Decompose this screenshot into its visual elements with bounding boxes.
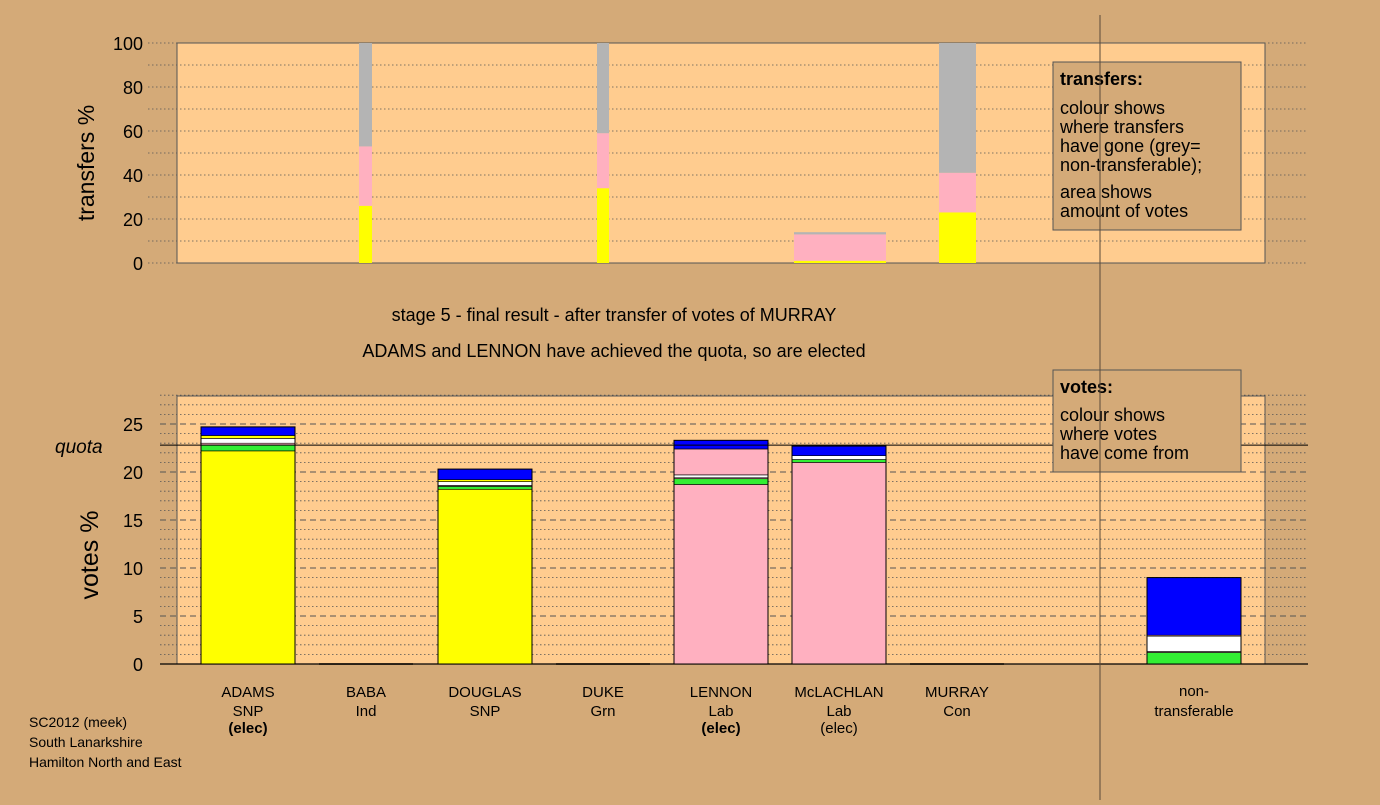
transfer-segment — [597, 43, 609, 134]
transfers-legend-box: transfers: colour shows where transfers … — [1052, 61, 1242, 231]
candidate-labels: ADAMS SNP (elec) BABA Ind DOUGLAS SNP DU… — [221, 683, 1233, 737]
footer-council: South Lanarkshire — [29, 734, 143, 750]
candidate-name-douglas: DOUGLAS — [448, 684, 521, 701]
vote-segment — [673, 474, 769, 479]
vote-segment — [791, 445, 887, 456]
vote-bars — [200, 426, 1242, 665]
vote-segment — [673, 478, 769, 485]
transfer-bars — [359, 43, 976, 263]
vote-segment — [200, 450, 296, 665]
transfer-segment — [359, 205, 372, 263]
transfer-segment — [939, 43, 976, 173]
votes-legend-line-3: have come from — [1060, 443, 1189, 463]
candidate-status-adams: (elec) — [228, 720, 267, 737]
vote-segment — [1146, 577, 1242, 636]
transfers-ytick-100: 100 — [113, 34, 143, 54]
vote-bar-outline — [1146, 577, 1242, 665]
votes-legend-line-2: where votes — [1059, 424, 1157, 444]
transfers-legend-line-4: non-transferable); — [1060, 155, 1202, 175]
transfers-ytick-0: 0 — [133, 254, 143, 274]
candidate-party-adams: SNP — [233, 703, 264, 720]
votes-ytick-10: 10 — [123, 559, 143, 579]
footer-system: SC2012 (meek) — [29, 714, 128, 730]
candidate-party-mclachlan: Lab — [826, 703, 851, 720]
transfers-legend-frame — [1052, 61, 1242, 231]
votes-ytick-5: 5 — [133, 607, 143, 627]
votes-y-ticks: 0 5 10 15 20 25 — [123, 415, 143, 675]
vote-segment — [200, 444, 296, 452]
transfer-segment — [794, 260, 886, 263]
vote-bar-outline — [791, 445, 887, 665]
elected-caption: ADAMS and LENNON have achieved the quota… — [362, 341, 865, 361]
candidate-party-murray: Con — [943, 703, 971, 720]
vote-segment — [437, 468, 533, 480]
stage-caption: stage 5 - final result - after transfer … — [392, 305, 837, 325]
candidate-party-baba: Ind — [356, 703, 377, 720]
transfers-y-ticks: 0 20 40 60 80 100 — [113, 34, 143, 274]
votes-legend-box: votes: colour shows where votes have com… — [1052, 369, 1242, 473]
vote-segment — [673, 484, 769, 665]
votes-legend-line-1: colour shows — [1060, 405, 1165, 425]
non-transferable-label-line-2: transferable — [1154, 703, 1233, 720]
transfers-legend-line-1: colour shows — [1060, 98, 1165, 118]
transfer-segment — [939, 212, 976, 263]
transfers-legend-line-6: amount of votes — [1060, 201, 1188, 221]
candidate-name-baba: BABA — [346, 684, 386, 701]
quota-label: quota — [55, 437, 103, 458]
candidate-name-duke: DUKE — [582, 684, 624, 701]
transfer-segment — [597, 188, 609, 263]
candidate-party-douglas: SNP — [470, 703, 501, 720]
votes-y-axis-label: votes % — [76, 511, 104, 600]
votes-ytick-0: 0 — [133, 655, 143, 675]
vote-segment — [437, 486, 533, 490]
transfers-legend-line-2: where transfers — [1059, 117, 1184, 137]
transfers-gridlines — [148, 42, 1308, 264]
vote-segment — [200, 426, 296, 436]
transfer-segment — [597, 133, 609, 189]
transfers-y-axis-label: transfers % — [73, 105, 99, 221]
vote-bar-outline — [673, 439, 769, 665]
transfer-segment — [359, 43, 372, 147]
votes-ytick-20: 20 — [123, 463, 143, 483]
transfers-ytick-80: 80 — [123, 78, 143, 98]
vote-segment — [1146, 652, 1242, 665]
vote-segment — [1146, 635, 1242, 652]
candidate-status-mclachlan: (elec) — [820, 720, 858, 737]
transfers-legend-line-3: have gone (grey= — [1060, 136, 1201, 156]
vote-segment — [437, 488, 533, 665]
transfer-segment — [359, 146, 372, 206]
candidate-status-lennon: (elec) — [701, 720, 740, 737]
footer-ward: Hamilton North and East — [29, 754, 182, 770]
votes-legend-frame — [1052, 369, 1242, 473]
candidate-party-duke: Grn — [590, 703, 615, 720]
candidate-party-lennon: Lab — [708, 703, 733, 720]
votes-ytick-25: 25 — [123, 415, 143, 435]
vote-segment — [200, 435, 296, 439]
transfer-segment — [794, 232, 886, 235]
vote-bar-outline — [437, 468, 533, 665]
votes-ytick-15: 15 — [123, 511, 143, 531]
transfer-segment — [939, 172, 976, 213]
transfers-ytick-60: 60 — [123, 122, 143, 142]
non-transferable-label-line-1: non- — [1179, 683, 1209, 700]
vote-bar-outline — [200, 426, 296, 665]
vote-segment — [791, 455, 887, 460]
candidate-name-mclachlan: McLACHLAN — [794, 684, 883, 701]
vote-segment — [437, 481, 533, 486]
transfers-ytick-20: 20 — [123, 210, 143, 230]
vote-segment — [200, 438, 296, 444]
vote-segment — [791, 459, 887, 463]
candidate-name-adams: ADAMS — [221, 684, 274, 701]
transfer-segment — [794, 234, 886, 261]
candidate-name-murray: MURRAY — [925, 684, 989, 701]
transfers-legend-line-5: area shows — [1060, 182, 1152, 202]
transfers-legend-title: transfers: — [1060, 69, 1143, 89]
candidate-name-lennon: LENNON — [690, 684, 753, 701]
transfers-ytick-40: 40 — [123, 166, 143, 186]
vote-segment — [673, 448, 769, 476]
votes-legend-title: votes: — [1060, 377, 1113, 397]
vote-segment — [791, 462, 887, 665]
